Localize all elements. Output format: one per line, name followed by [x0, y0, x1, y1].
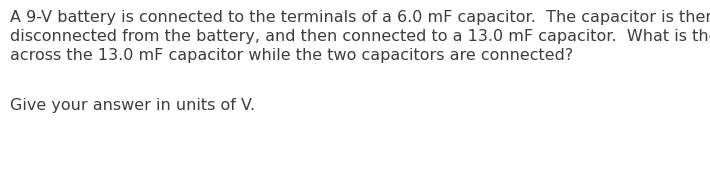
Text: across the 13.0 mF capacitor while the two capacitors are connected?: across the 13.0 mF capacitor while the t…	[10, 48, 573, 63]
Text: disconnected from the battery, and then connected to a 13.0 mF capacitor.  What : disconnected from the battery, and then …	[10, 29, 710, 44]
Text: Give your answer in units of V.: Give your answer in units of V.	[10, 98, 255, 113]
Text: A 9-V battery is connected to the terminals of a 6.0 mF capacitor.  The capacito: A 9-V battery is connected to the termin…	[10, 10, 710, 25]
